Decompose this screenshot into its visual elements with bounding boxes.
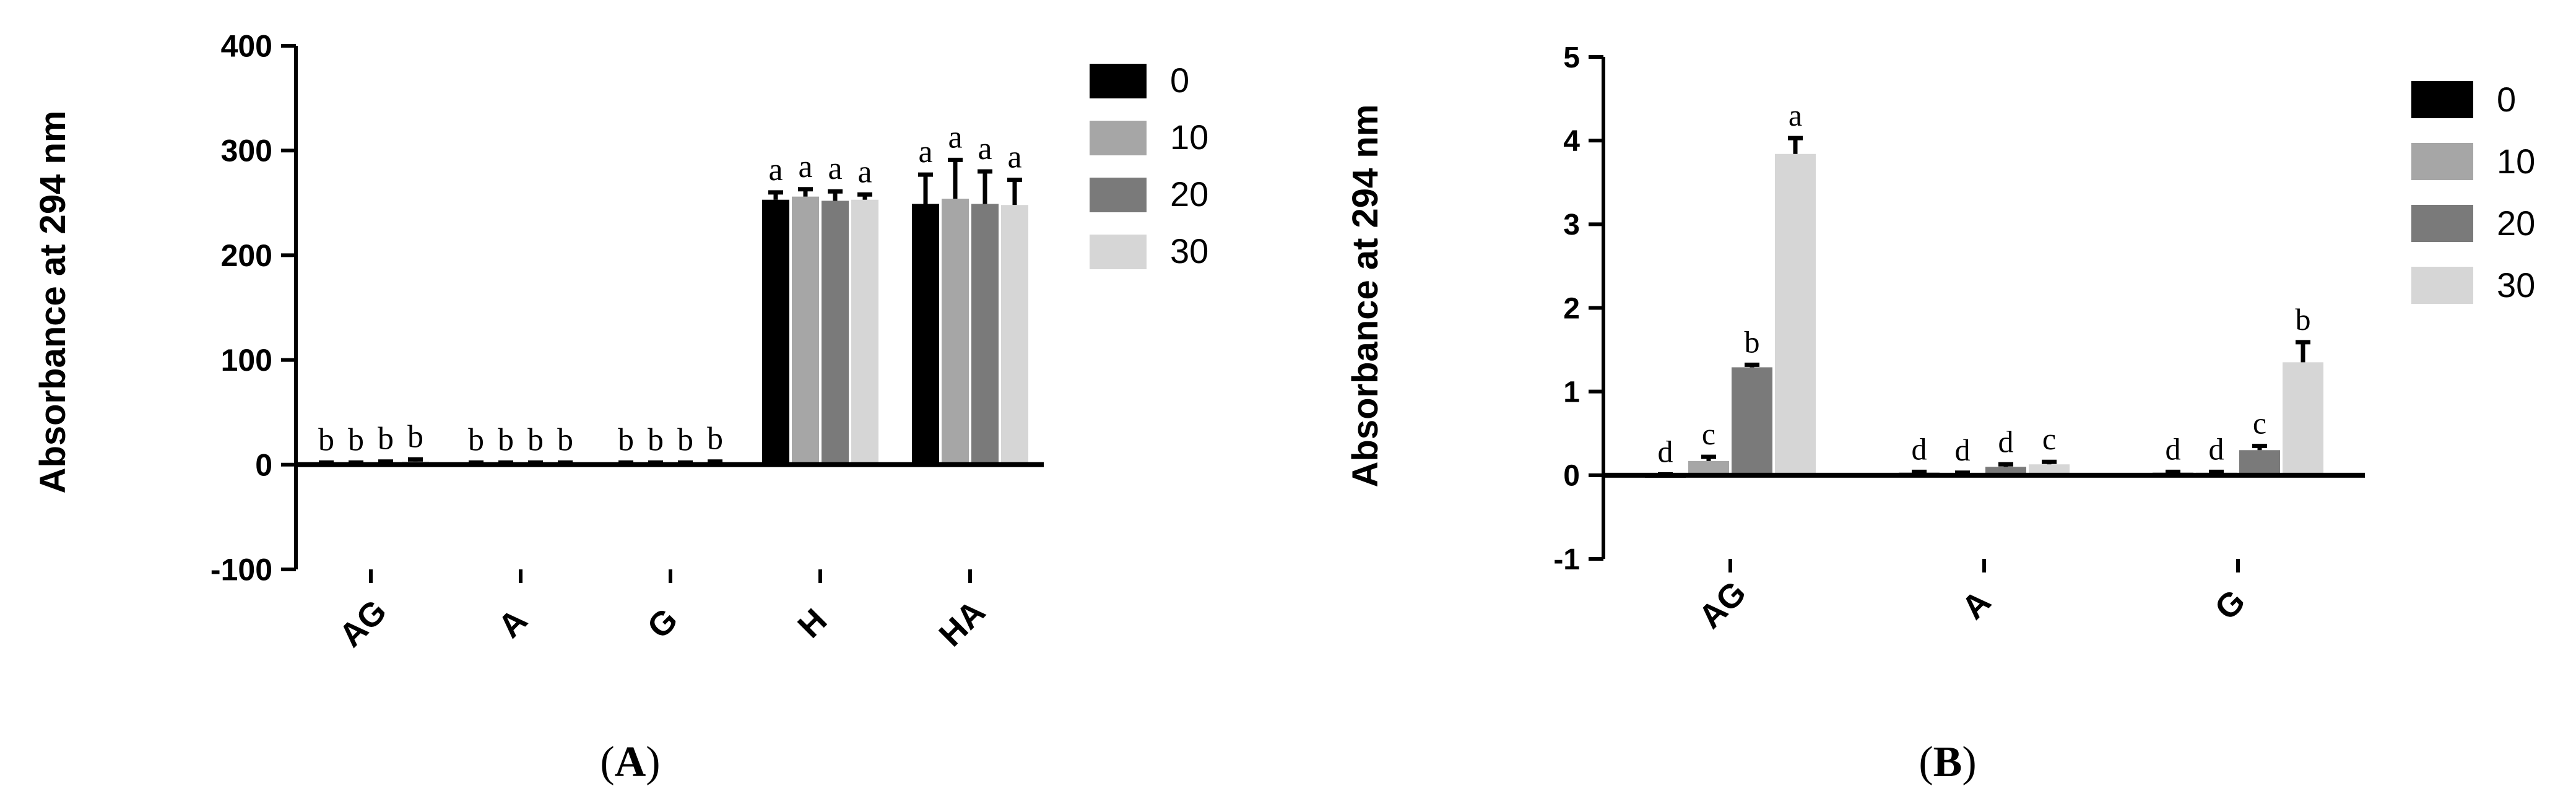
- panel-a-significance-letter: a: [918, 134, 932, 170]
- panel-a-y-axis-title: Absorbance at 294 nm: [33, 111, 73, 494]
- panel-a-legend-swatch: [1090, 178, 1147, 212]
- panel-a-bar: [851, 199, 878, 465]
- panel-a-legend-swatch: [1090, 235, 1147, 269]
- panel-b-caption: (B): [1919, 738, 1976, 786]
- panel-a-significance-letter: b: [618, 422, 634, 457]
- panel-a-bar: [822, 201, 849, 465]
- panel-a-bar: [971, 204, 999, 465]
- panel-b-legend-swatch: [2411, 267, 2473, 304]
- panel-a-legend: 0 10 20 30: [1090, 61, 1208, 270]
- panel-a-y-tick-label: 300: [221, 134, 272, 168]
- panel-a-significance-letter: b: [498, 422, 514, 457]
- panel-b-caption-open-paren: (: [1919, 738, 1933, 786]
- panel-b-significance-letter: b: [1745, 324, 1760, 359]
- panel-a-caption-open-paren: (: [600, 738, 614, 786]
- panel-a-significance-letter: b: [407, 419, 423, 454]
- panel-b-y-tick-label: 3: [1563, 209, 1580, 241]
- panel-a-significance-letter: a: [768, 152, 783, 188]
- panel-b-significance-letter: c: [2042, 421, 2056, 456]
- panel-b-bar: [1688, 460, 1729, 475]
- panel-b-bar: [1732, 367, 1772, 475]
- panel-a-significance-letter: a: [948, 119, 962, 155]
- panel-a-bar: [912, 204, 939, 465]
- panel-b-significance-letter: b: [2296, 302, 2311, 337]
- panel-a-bar: [1001, 205, 1028, 465]
- panel-b-significance-letter: d: [1658, 434, 1673, 469]
- panel-b-significance-letter: d: [1955, 433, 1971, 467]
- panel-b-caption-close-paren: ): [1962, 738, 1976, 786]
- panel-b-y-tick-label: 2: [1563, 292, 1580, 325]
- panel-a-y-tick-label: 100: [221, 343, 272, 378]
- panel-b-bar: [2283, 362, 2323, 475]
- panel-a-legend-swatch: [1090, 64, 1147, 98]
- panel-a-significance-letter: a: [978, 131, 992, 166]
- panel-a-significance-letter: a: [1007, 140, 1021, 175]
- panel-b-caption-letter: B: [1933, 738, 1962, 786]
- panel-b-y-tick-label: 1: [1563, 376, 1580, 408]
- panel-a-y-tick-label: -100: [210, 553, 272, 587]
- panel-b-legend-label: 10: [2497, 142, 2535, 181]
- panel-a-y-tick-label: 0: [255, 447, 272, 482]
- panel-b-legend: 0 10 20 30: [2411, 80, 2535, 304]
- panel-b-significance-letter: a: [1789, 98, 1802, 132]
- panel-a-legend-label: 0: [1170, 61, 1189, 100]
- panel-b-significance-letter: c: [2253, 406, 2266, 441]
- panel-b-y-tick-label: 0: [1563, 460, 1580, 493]
- panel-a-significance-letter: b: [527, 422, 544, 457]
- panel-b-y-tick-label: -1: [1553, 543, 1580, 576]
- panel-a-significance-letter: a: [798, 149, 812, 184]
- panel-b-significance-letter: d: [2166, 431, 2181, 466]
- panel-a-significance-letter: b: [648, 422, 664, 457]
- panel-a-y-tick-label: 400: [221, 29, 272, 64]
- panel-a-legend-label: 10: [1170, 118, 1208, 157]
- panel-a-bar: [792, 196, 819, 465]
- panel-a-bar: [942, 199, 969, 465]
- panel-a-caption-letter: A: [615, 738, 646, 786]
- panel-a-significance-letter: b: [348, 422, 364, 457]
- panel-b-y-tick-label: 4: [1563, 125, 1580, 158]
- panel-b-significance-letter: c: [1702, 417, 1715, 451]
- panel-a-caption-close-paren: ): [646, 738, 660, 786]
- panel-a-significance-letter: b: [318, 422, 334, 457]
- panel-a-significance-letter: b: [707, 421, 723, 457]
- panel-a-significance-letter: a: [828, 151, 842, 186]
- panel-a-legend-swatch: [1090, 121, 1147, 155]
- panel-a-significance-letter: b: [557, 422, 573, 457]
- panel-b-legend-label: 30: [2497, 266, 2535, 304]
- panel-a-significance-letter: a: [857, 154, 872, 189]
- panel-b-legend-label: 20: [2497, 204, 2535, 243]
- panel-b-y-tick-label: 5: [1563, 41, 1580, 74]
- panel-b-bar: [1775, 153, 1816, 475]
- panel-b-significance-letter: d: [1998, 424, 2014, 459]
- panel-a-legend-label: 30: [1170, 231, 1208, 270]
- panel-b-legend-swatch: [2411, 81, 2473, 118]
- panel-a-legend-label: 20: [1170, 175, 1208, 214]
- panel-b-significance-letter: d: [2209, 431, 2224, 466]
- panel-b-bar: [2029, 464, 2070, 475]
- panel-b-y-axis-title: Absorbance at 294 nm: [1345, 105, 1386, 488]
- panel-a-y-tick-label: 200: [221, 238, 272, 273]
- panel-b-legend-swatch: [2411, 205, 2473, 242]
- panel-a-caption: (A): [600, 738, 660, 786]
- panel-b-significance-letter: d: [1912, 431, 1927, 466]
- panel-a-bar: [762, 199, 789, 465]
- panel-a-significance-letter: b: [378, 421, 394, 457]
- panel-b-legend-label: 0: [2497, 80, 2516, 119]
- panel-b-bar: [2239, 450, 2280, 475]
- panel-b-legend-swatch: [2411, 143, 2473, 180]
- panel-a-significance-letter: b: [468, 422, 484, 457]
- panel-a-significance-letter: b: [677, 422, 693, 457]
